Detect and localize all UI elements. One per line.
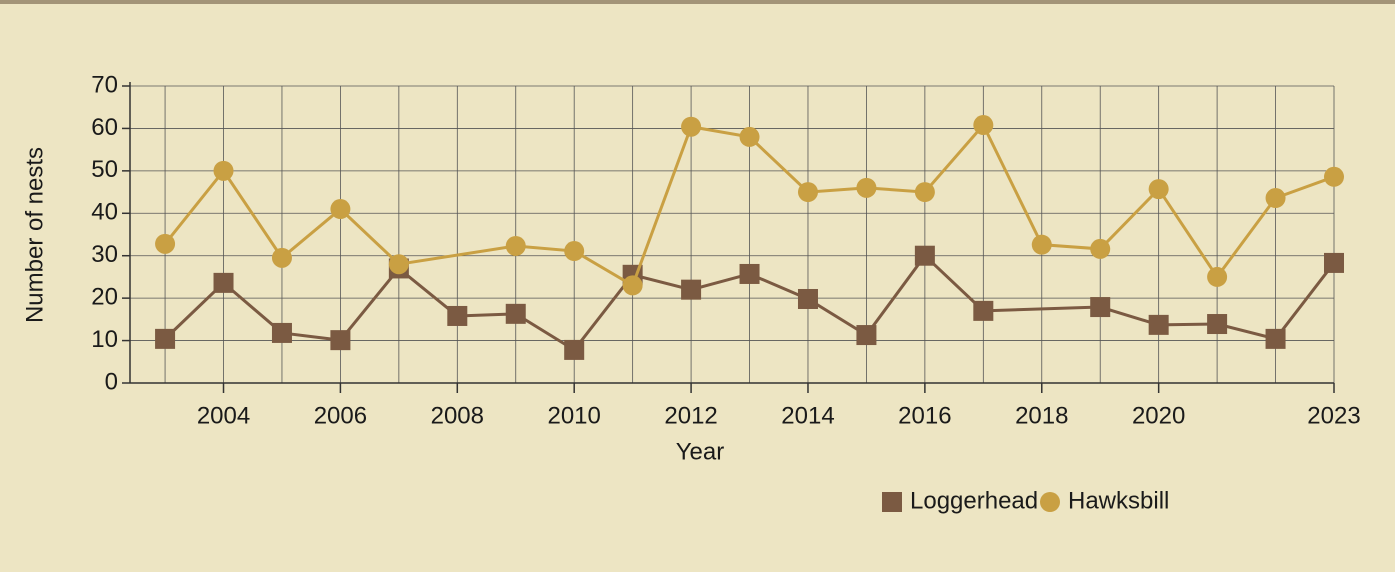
data-point bbox=[1207, 314, 1228, 335]
data-point bbox=[856, 177, 877, 198]
y-tick-label: 20 bbox=[91, 283, 118, 310]
data-point bbox=[973, 115, 994, 136]
data-point bbox=[914, 245, 935, 266]
data-point bbox=[739, 126, 760, 147]
y-axis-label: Number of nests bbox=[21, 147, 48, 323]
x-tick-label: 2004 bbox=[197, 402, 250, 429]
legend-label: Loggerhead bbox=[910, 487, 1038, 514]
y-tick-label: 50 bbox=[91, 156, 118, 183]
data-point bbox=[155, 233, 176, 254]
y-tick-label: 30 bbox=[91, 241, 118, 268]
data-point bbox=[1324, 252, 1344, 273]
data-point bbox=[213, 272, 234, 293]
data-point bbox=[739, 263, 760, 284]
data-point bbox=[914, 182, 935, 203]
data-point bbox=[271, 322, 292, 343]
data-point bbox=[856, 325, 877, 346]
data-point bbox=[505, 235, 526, 256]
data-point bbox=[973, 300, 994, 321]
data-point bbox=[213, 160, 234, 181]
data-point bbox=[797, 288, 818, 309]
y-tick-label: 70 bbox=[91, 71, 118, 98]
y-tick-label: 40 bbox=[91, 199, 118, 226]
x-tick-label: 2014 bbox=[781, 402, 834, 429]
x-tick-label: 2020 bbox=[1132, 402, 1185, 429]
data-point bbox=[330, 199, 351, 220]
y-tick-label: 60 bbox=[91, 114, 118, 141]
data-point bbox=[1148, 179, 1169, 200]
data-point bbox=[271, 247, 292, 268]
x-tick-label: 2023 bbox=[1307, 402, 1360, 429]
x-axis-label: Year bbox=[676, 438, 725, 465]
data-point bbox=[447, 305, 468, 326]
data-point bbox=[1090, 297, 1111, 318]
data-point bbox=[564, 339, 585, 360]
x-tick-label: 2006 bbox=[314, 402, 367, 429]
data-point bbox=[1031, 234, 1052, 255]
data-point bbox=[1207, 266, 1228, 287]
data-point bbox=[155, 328, 176, 349]
data-point bbox=[681, 279, 702, 300]
data-point bbox=[797, 182, 818, 203]
data-point bbox=[505, 303, 526, 324]
data-point bbox=[388, 254, 409, 275]
series-line bbox=[163, 122, 1335, 288]
data-point bbox=[622, 275, 643, 296]
x-tick-label: 2012 bbox=[664, 402, 717, 429]
y-tick-label: 0 bbox=[105, 368, 118, 395]
data-point bbox=[1265, 328, 1286, 349]
data-point bbox=[1265, 188, 1286, 209]
data-point bbox=[681, 116, 702, 137]
legend-marker bbox=[882, 492, 902, 512]
x-tick-label: 2018 bbox=[1015, 402, 1068, 429]
data-point bbox=[1324, 166, 1344, 187]
x-tick-label: 2016 bbox=[898, 402, 951, 429]
legend-marker bbox=[1040, 492, 1060, 512]
data-point bbox=[564, 241, 585, 262]
y-tick-label: 10 bbox=[91, 326, 118, 353]
data-point bbox=[1148, 314, 1169, 335]
top-border bbox=[0, 0, 1395, 4]
legend-label: Hawksbill bbox=[1068, 487, 1169, 514]
x-tick-label: 2008 bbox=[431, 402, 484, 429]
data-point bbox=[330, 330, 351, 351]
data-point bbox=[1090, 238, 1111, 259]
x-tick-label: 2010 bbox=[547, 402, 600, 429]
